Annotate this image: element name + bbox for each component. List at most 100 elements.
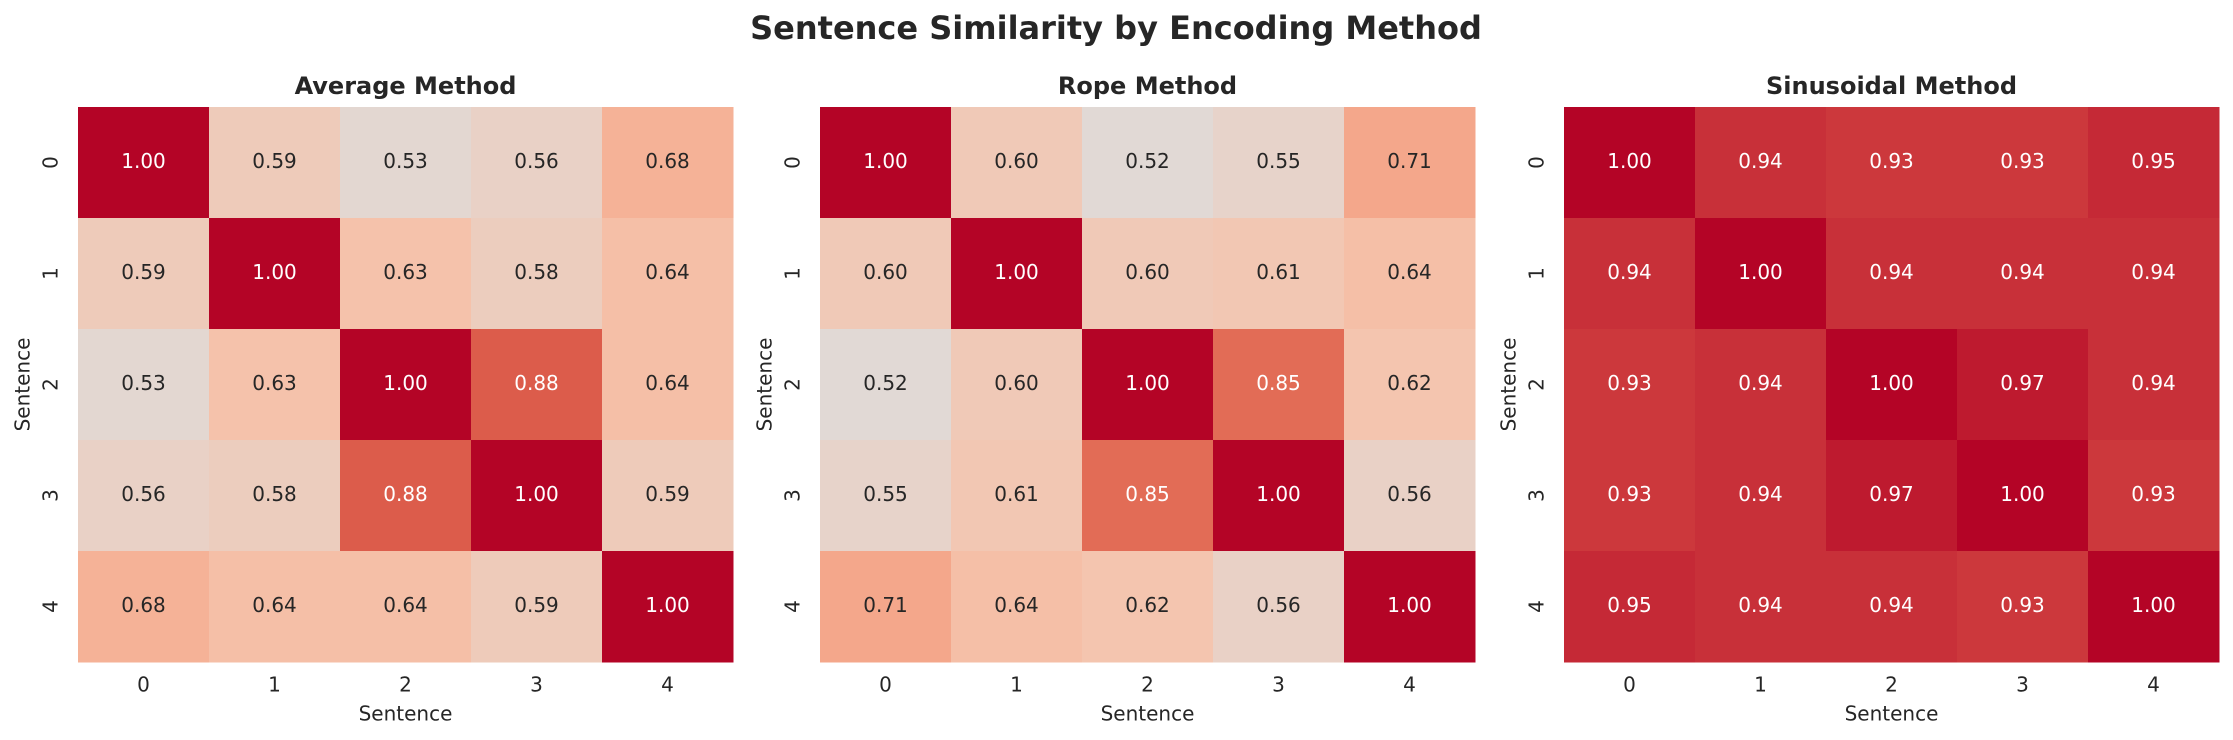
- cell-label: 0.64: [994, 593, 1039, 617]
- heatmap-cell: [951, 329, 1083, 441]
- y-tick-label: 3: [1525, 489, 1549, 502]
- panel-title: Average Method: [295, 72, 517, 100]
- cell-label: 0.64: [383, 593, 428, 617]
- heatmap-cell: [1695, 107, 1827, 219]
- cell-label: 0.94: [1869, 260, 1914, 284]
- cell-label: 0.58: [252, 482, 297, 506]
- y-tick-label: 3: [781, 489, 805, 502]
- cell-label: 0.64: [1387, 260, 1432, 284]
- cell-label: 0.59: [645, 482, 690, 506]
- cell-label: 0.55: [863, 482, 908, 506]
- cell-label: 0.53: [121, 371, 166, 395]
- heatmap-cell: [1826, 551, 1958, 663]
- cell-label: 0.56: [514, 149, 559, 173]
- heatmap-cell: [1564, 218, 1696, 330]
- cell-label: 1.00: [2131, 593, 2176, 617]
- cell-label: 0.56: [121, 482, 166, 506]
- cell-label: 0.59: [121, 260, 166, 284]
- cell-label: 1.00: [514, 482, 559, 506]
- x-tick-label: 2: [1141, 673, 1154, 697]
- heatmap-cell: [820, 107, 952, 219]
- heatmap-cell: [471, 329, 603, 441]
- cell-label: 1.00: [383, 371, 428, 395]
- cell-label: 0.59: [514, 593, 559, 617]
- heatmap-cell: [1957, 551, 2089, 663]
- heatmap-cell: [1082, 107, 1214, 219]
- cell-label: 1.00: [252, 260, 297, 284]
- x-tick-label: 0: [1623, 673, 1636, 697]
- y-tick-label: 1: [781, 267, 805, 280]
- heatmap-cell: [951, 551, 1083, 663]
- cell-label: 0.60: [863, 260, 908, 284]
- heatmap-cell: [340, 218, 472, 330]
- heatmap-cell: [820, 218, 952, 330]
- cell-label: 1.00: [121, 149, 166, 173]
- cell-label: 0.56: [1387, 482, 1432, 506]
- cell-label: 0.56: [1256, 593, 1301, 617]
- heatmap-cell: [1564, 551, 1696, 663]
- heatmap-cell: [1695, 218, 1827, 330]
- cell-label: 0.85: [1256, 371, 1301, 395]
- cell-label: 1.00: [1869, 371, 1914, 395]
- cell-label: 0.85: [1125, 482, 1170, 506]
- x-axis-label: Sentence: [1101, 702, 1195, 726]
- panel-title: Rope Method: [1058, 72, 1237, 100]
- heatmap-cell: [1213, 551, 1345, 663]
- heatmap-cell: [1082, 329, 1214, 441]
- cell-label: 0.60: [994, 371, 1039, 395]
- heatmap-cell: [1082, 218, 1214, 330]
- cell-label: 0.95: [1607, 593, 1652, 617]
- heatmap-cell: [1344, 329, 1476, 441]
- x-tick-label: 4: [1403, 673, 1416, 697]
- heatmap-cell: [1695, 329, 1827, 441]
- cell-label: 0.52: [863, 371, 908, 395]
- y-tick-label: 2: [781, 378, 805, 391]
- y-tick-label: 4: [39, 600, 63, 613]
- cell-label: 1.00: [1125, 371, 1170, 395]
- cell-label: 1.00: [994, 260, 1039, 284]
- cell-label: 1.00: [1387, 593, 1432, 617]
- x-axis-label: Sentence: [1845, 702, 1939, 726]
- cell-label: 1.00: [1738, 260, 1783, 284]
- heatmap-cell: [471, 107, 603, 219]
- y-tick-label: 0: [39, 156, 63, 169]
- heatmap-cell: [78, 329, 210, 441]
- cell-label: 0.64: [252, 593, 297, 617]
- cell-label: 0.88: [383, 482, 428, 506]
- heatmap-cell: [820, 329, 952, 441]
- heatmap-cell: [820, 440, 952, 552]
- heatmap-cell: [1213, 440, 1345, 552]
- heatmap-cell: [1344, 107, 1476, 219]
- heatmap-cell: [1344, 440, 1476, 552]
- heatmap-cell: [820, 551, 952, 663]
- heatmap-cell: [1082, 440, 1214, 552]
- panel-title: Sinusoidal Method: [1766, 72, 2017, 100]
- x-tick-label: 3: [2016, 673, 2029, 697]
- cell-label: 0.64: [645, 371, 690, 395]
- cell-label: 0.93: [2000, 149, 2045, 173]
- heatmap-cell: [209, 218, 341, 330]
- heatmap-cell: [2088, 218, 2220, 330]
- heatmap-cell: [1344, 551, 1476, 663]
- heatmap-cell: [1213, 107, 1345, 219]
- cell-label: 0.71: [1387, 149, 1432, 173]
- heatmap-cell: [340, 329, 472, 441]
- heatmap-cell: [1957, 107, 2089, 219]
- y-tick-label: 4: [781, 600, 805, 613]
- heatmap-cell: [1957, 329, 2089, 441]
- cell-label: 0.94: [2131, 371, 2176, 395]
- heatmap-cell: [209, 440, 341, 552]
- cell-label: 0.68: [121, 593, 166, 617]
- heatmap-cell: [602, 440, 734, 552]
- cell-label: 0.60: [994, 149, 1039, 173]
- cell-label: 1.00: [1607, 149, 1652, 173]
- cell-label: 0.93: [2000, 593, 2045, 617]
- heatmap-cell: [1826, 329, 1958, 441]
- y-tick-label: 2: [1525, 378, 1549, 391]
- cell-label: 0.94: [1738, 482, 1783, 506]
- heatmap-cell: [1957, 440, 2089, 552]
- heatmap-cell: [602, 218, 734, 330]
- heatmap-cell: [209, 329, 341, 441]
- heatmap-cell: [951, 107, 1083, 219]
